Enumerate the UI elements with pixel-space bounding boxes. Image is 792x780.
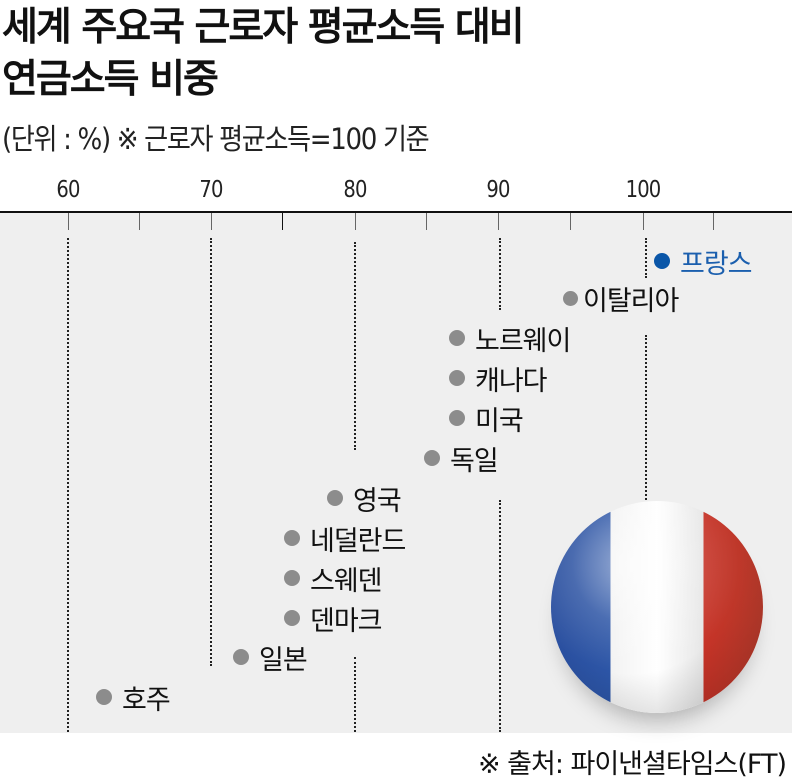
dot-icon	[233, 649, 249, 665]
gridline-90-upper	[499, 238, 501, 310]
dot-icon	[284, 610, 300, 626]
point-italy: 이탈리아	[563, 285, 679, 317]
point-label: 이탈리아	[583, 285, 679, 317]
tick-label-70: 70	[199, 177, 223, 203]
dot-icon	[449, 410, 465, 426]
gridline-80-lower	[354, 657, 356, 732]
point-label: 영국	[353, 485, 402, 517]
point-germany: 독일	[424, 445, 499, 477]
gridline-70	[210, 238, 212, 666]
point-label: 캐나다	[475, 365, 548, 397]
point-canada: 캐나다	[449, 365, 548, 397]
title-line-1: 세계 주요국 근로자 평균소득 대비	[2, 5, 525, 50]
gridline-90-lower	[499, 500, 501, 732]
axis-line	[0, 211, 792, 213]
point-norway: 노르웨이	[449, 325, 571, 357]
gridline-100-upper	[645, 238, 647, 278]
tick-80	[355, 213, 356, 230]
dot-icon	[424, 450, 440, 466]
dot-icon	[449, 370, 465, 386]
title-line-2: 연금소득 비중	[2, 57, 219, 102]
dot-icon	[284, 570, 300, 586]
point-label: 프랑스	[680, 248, 753, 280]
tick-label-80: 80	[343, 177, 367, 203]
gridline-100-lower	[645, 335, 647, 507]
gridline-60	[67, 238, 69, 732]
tick-75	[282, 213, 283, 230]
tick-95	[570, 213, 571, 230]
point-label: 미국	[475, 405, 524, 437]
point-label: 스웨덴	[310, 565, 383, 597]
point-sweden: 스웨덴	[284, 565, 383, 597]
point-uk: 영국	[327, 485, 402, 517]
tick-65	[139, 213, 140, 230]
point-usa: 미국	[449, 405, 524, 437]
point-label: 덴마크	[310, 605, 383, 637]
dot-icon	[654, 253, 670, 269]
point-netherlands: 네덜란드	[284, 525, 406, 557]
tick-label-60: 60	[56, 177, 80, 203]
dot-icon	[449, 330, 465, 346]
point-label: 호주	[122, 684, 171, 716]
point-australia: 호주	[96, 684, 171, 716]
source-note: ※ 출처: 파이낸셜타임스(FT)	[477, 749, 787, 780]
dot-icon	[563, 290, 578, 306]
point-label: 일본	[259, 644, 308, 676]
tick-label-100: 100	[625, 177, 662, 203]
point-denmark: 덴마크	[284, 605, 383, 637]
tick-100	[643, 213, 644, 230]
point-japan: 일본	[233, 644, 308, 676]
point-label: 노르웨이	[475, 325, 571, 357]
chart-subtitle: (단위 : %) ※ 근로자 평균소득=100 기준	[2, 122, 430, 156]
tick-label-90: 90	[486, 177, 510, 203]
gridline-80-upper	[354, 242, 356, 450]
tick-70	[211, 213, 212, 230]
tick-90	[498, 213, 499, 230]
point-label: 네덜란드	[310, 525, 406, 557]
dot-icon	[284, 530, 300, 546]
dot-icon	[96, 689, 112, 705]
tick-85	[426, 213, 427, 230]
tick-60	[68, 213, 69, 230]
dot-icon	[327, 490, 343, 506]
tick-105	[713, 213, 714, 230]
france-flag-ball-icon	[551, 501, 763, 713]
point-label: 독일	[450, 445, 499, 477]
point-france: 프랑스	[654, 248, 753, 280]
